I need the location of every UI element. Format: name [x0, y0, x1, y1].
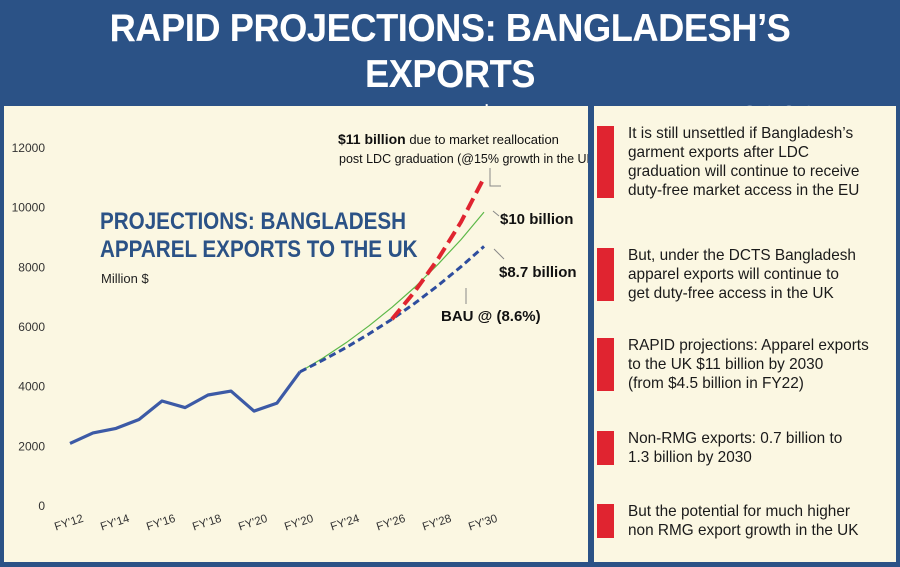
bullet-marker: [597, 126, 614, 198]
x-tick-label: FY'24: [329, 513, 362, 534]
annotation-11-billion-line2: post LDC graduation (@15% growth in the …: [339, 152, 588, 166]
header-banner: RAPID PROJECTIONS: BANGLADESH’S EXPORTS …: [0, 0, 900, 142]
key-point-line: get duty-free access in the UK: [628, 285, 834, 302]
series-bau-line: [299, 245, 485, 374]
leader-line-11-billion: [489, 168, 501, 187]
inner-chart-title-line-2: APPAREL EXPORTS TO THE UK: [100, 236, 418, 263]
x-tick-label: FY'14: [99, 513, 132, 534]
y-tick-label: 10000: [12, 201, 46, 215]
key-point-line: It is still unsettled if Bangladesh’s: [628, 125, 854, 142]
key-point-text: Non-RMG exports: 0.7 billion to 1.3 billi…: [628, 429, 880, 467]
x-tick-label: FY'16: [145, 513, 177, 534]
series-15pct-growth-line: [390, 176, 486, 321]
chart-subtitle: Million $: [101, 271, 149, 286]
key-point-line: non RMG export growth in the UK: [628, 522, 859, 539]
panel-divider: [588, 106, 594, 566]
key-points-panel: It is still unsettled if Bangladesh’s gar…: [594, 106, 896, 562]
series-historical-line: [69, 370, 302, 445]
key-point-line: graduation will continue to receive: [628, 163, 860, 180]
key-point-line: Non-RMG exports: 0.7 billion to: [628, 430, 843, 447]
series-10-billion-line: [299, 211, 485, 373]
key-point-text: But, under the DCTS Bangladesh apparel ex…: [628, 246, 880, 303]
bullet-marker: [597, 248, 614, 301]
key-point-line: (from $4.5 billion in FY22): [628, 375, 804, 392]
y-tick-label: 6000: [18, 320, 45, 334]
x-tick-label: FY'18: [191, 513, 223, 534]
x-tick-label: FY'20: [283, 513, 315, 534]
title-line-1: RAPID PROJECTIONS: BANGLADESH’S EXPORTS: [109, 7, 791, 96]
y-tick-label: 4000: [18, 380, 45, 394]
key-point-text: RAPID projections: Apparel exports to the…: [628, 336, 880, 393]
key-point-line: But, under the DCTS Bangladesh: [628, 247, 856, 264]
y-tick-label: 12000: [12, 141, 46, 155]
bullet-marker: [597, 504, 614, 538]
chart-panel: 0 2000 4000 6000 8000 10000 12000 FY'12 FY'14 FY…: [4, 106, 599, 562]
x-tick-label: FY'12: [53, 513, 85, 534]
y-tick-label: 2000: [18, 439, 45, 453]
y-tick-label: 0: [38, 499, 45, 513]
leader-line-8-7-billion: [493, 248, 505, 260]
key-point-line: 1.3 billion by 2030: [628, 449, 752, 466]
key-point-text: But the potential for much higher non RMG…: [628, 502, 880, 540]
y-tick-label: 8000: [18, 260, 45, 274]
x-tick-label: FY'20: [237, 513, 269, 534]
bullet-marker: [597, 431, 614, 465]
projection-chart: 0 2000 4000 6000 8000 10000 12000 FY'12 FY'14 FY…: [12, 131, 599, 534]
annotation-11-billion: $11 billion due to market reallocation: [338, 131, 559, 147]
x-tick-label: FY'28: [421, 513, 453, 534]
annotation-11-billion-bold: $11 billion: [338, 131, 406, 147]
x-tick-label: FY'26: [375, 513, 407, 534]
key-point-line: apparel exports will continue to: [628, 266, 839, 283]
key-point-line: But the potential for much higher: [628, 503, 850, 520]
key-point-line: RAPID projections: Apparel exports: [628, 337, 869, 354]
annotation-bau: BAU @ (8.6%): [441, 308, 541, 325]
leader-line-10-billion: [492, 210, 500, 217]
inner-chart-title-line-1: PROJECTIONS: BANGLADESH: [100, 208, 406, 235]
bullet-marker: [597, 338, 614, 391]
key-point-line: garment exports after LDC: [628, 144, 809, 161]
annotation-11-billion-rest: due to market reallocation: [406, 132, 559, 147]
key-point-line: to the UK $11 billion by 2030: [628, 356, 824, 373]
key-point-line: duty-free market access in the EU: [628, 182, 860, 199]
x-tick-label: FY'30: [467, 513, 499, 534]
annotation-10-billion: $10 billion: [500, 211, 573, 228]
annotation-8-7-billion: $8.7 billion: [499, 264, 577, 281]
key-point-text: It is still unsettled if Bangladesh’s gar…: [628, 124, 880, 200]
